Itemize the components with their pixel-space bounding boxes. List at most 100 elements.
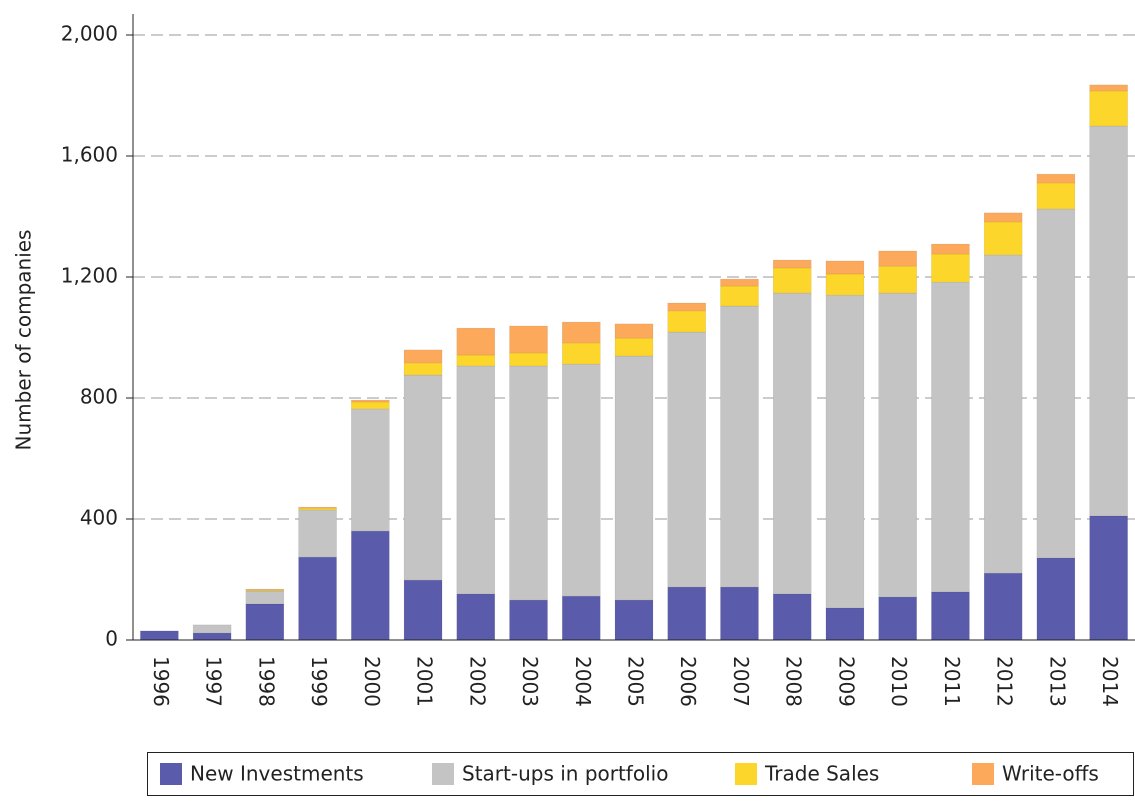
legend-label: Start-ups in portfolio — [462, 762, 668, 786]
x-tick-label: 2002 — [465, 656, 489, 707]
x-tick-label: 2009 — [834, 656, 858, 707]
x-tick-label: 2011 — [940, 656, 964, 707]
bar-segment — [1089, 90, 1128, 127]
bar-segment — [983, 221, 1023, 256]
y-axis-label: Number of companies — [12, 230, 36, 451]
legend-label: Write-offs — [1002, 762, 1099, 786]
bar-segment — [403, 362, 443, 376]
x-tick-label: 2007 — [729, 656, 753, 707]
x-tick-label: 2013 — [1045, 656, 1069, 707]
bar-segment — [825, 273, 865, 296]
x-tick-label: 2003 — [518, 656, 542, 707]
x-tick-label: 2001 — [413, 656, 437, 707]
bar-segment — [298, 506, 337, 509]
bar-segment — [878, 292, 917, 598]
x-tick-label: 2004 — [571, 656, 595, 707]
bar-segment — [667, 302, 706, 312]
legend-swatch — [972, 763, 994, 785]
bar-segment — [403, 349, 443, 364]
bar-segment — [931, 253, 970, 283]
bar-segment — [1089, 515, 1128, 641]
bar-segment — [192, 624, 232, 634]
bar-segment — [192, 632, 232, 641]
x-tick-label: 1996 — [149, 656, 173, 707]
bar-segment — [720, 305, 759, 588]
y-tick-label: 0 — [105, 627, 118, 651]
bar-segment — [1036, 173, 1076, 184]
bar-segment — [456, 327, 496, 356]
bar-segment — [614, 599, 654, 641]
bar-segment — [667, 331, 706, 588]
bar-segment — [245, 590, 285, 605]
bar-segment — [825, 260, 865, 275]
bar-segment — [878, 265, 917, 294]
bar-segment — [720, 278, 759, 287]
legend-label: New Investments — [190, 762, 364, 786]
bar-segment — [140, 630, 179, 641]
bar-segment — [245, 588, 285, 591]
bar-segment — [878, 250, 917, 267]
bar-segment — [298, 507, 337, 511]
bar-segment — [351, 530, 390, 641]
bar-segment — [931, 591, 970, 641]
legend-swatch — [735, 763, 757, 785]
bar-segment — [456, 593, 496, 641]
bar-segment — [403, 579, 443, 641]
bar-segment — [509, 325, 548, 354]
bar-segment — [667, 310, 706, 333]
bar-segment — [245, 589, 285, 592]
bar-segment — [509, 352, 548, 367]
bar-segment — [351, 401, 390, 410]
bar-segment — [298, 509, 337, 558]
x-tick-label: 1998 — [254, 656, 278, 707]
bar-segment — [772, 267, 812, 294]
bar-segment — [983, 572, 1023, 641]
bar-segment — [562, 595, 601, 641]
y-tick-label: 1,600 — [61, 143, 118, 167]
bar-segment — [931, 281, 970, 593]
y-tick-label: 1,200 — [61, 264, 118, 288]
legend-swatch — [160, 763, 182, 785]
bar-segment — [298, 556, 337, 641]
bar-segment — [667, 586, 706, 641]
bar-segment — [1036, 208, 1076, 559]
bar-segment — [509, 599, 548, 641]
y-tick-label: 2,000 — [61, 22, 118, 46]
bar-segment — [456, 354, 496, 367]
x-tick-label: 2005 — [624, 656, 648, 707]
bar-segment — [983, 212, 1023, 223]
legend-box — [147, 752, 1134, 796]
legend-swatch — [432, 763, 454, 785]
bar-segment — [403, 374, 443, 581]
bar-segment — [1089, 84, 1128, 92]
x-tick-label: 2008 — [782, 656, 806, 707]
legend-label: Trade Sales — [764, 762, 879, 786]
x-tick-label: 2014 — [1098, 656, 1122, 707]
bar-segment — [614, 337, 654, 357]
bar-segment — [456, 365, 496, 595]
bar-segment — [772, 593, 812, 641]
bar-segment — [720, 586, 759, 641]
x-tick-label: 2012 — [993, 656, 1017, 707]
bar-segment — [351, 399, 390, 403]
x-tick-label: 1999 — [307, 656, 331, 707]
bar-segment — [562, 342, 601, 365]
bar-segment — [562, 321, 601, 344]
bar-segment — [1089, 125, 1128, 517]
bar-segment — [351, 408, 390, 532]
y-tick-label: 800 — [80, 385, 118, 409]
bar-segment — [931, 243, 970, 255]
bar-segment — [983, 254, 1023, 574]
bar-segment — [614, 355, 654, 601]
bar-segment — [772, 259, 812, 269]
bar-segment — [1036, 182, 1076, 210]
bar-segment — [878, 596, 917, 641]
bar-segment — [245, 603, 285, 641]
bar-segment — [509, 365, 548, 601]
x-tick-label: 2000 — [360, 656, 384, 707]
bar-segment — [720, 285, 759, 307]
y-tick-label: 400 — [80, 506, 118, 530]
x-tick-label: 2006 — [676, 656, 700, 707]
